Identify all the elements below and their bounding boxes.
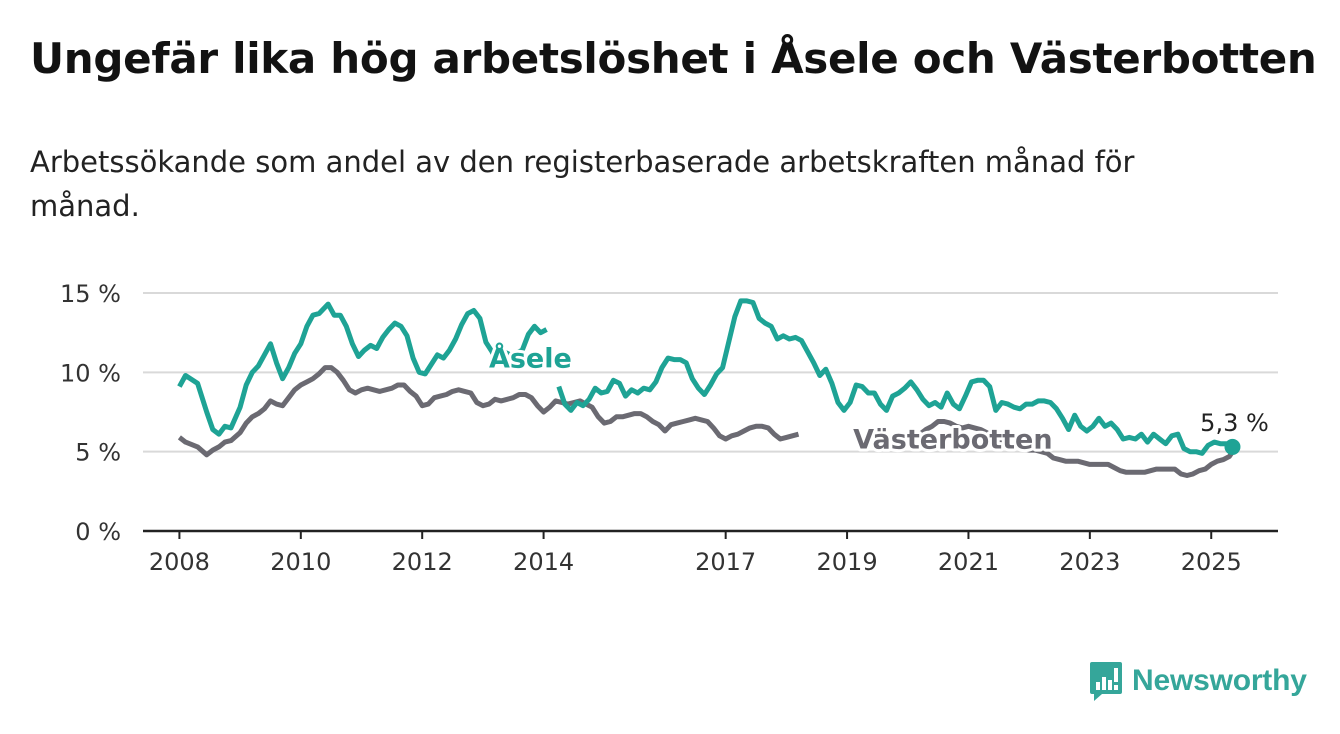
x-tick-label: 2012 <box>392 548 453 576</box>
series-label: Åsele <box>489 343 572 375</box>
x-tick-label: 2010 <box>270 548 331 576</box>
series-line-vasterbotten <box>177 365 1235 478</box>
series-label: Västerbotten <box>853 424 1052 455</box>
series-line-asele <box>177 298 1234 456</box>
line-chart: 0 % 5 % 10 % 15 % 2008 2010 2012 2014 2017 2019 20… <box>60 280 1278 576</box>
x-tick-label: 2019 <box>817 548 878 576</box>
x-tick-label: 2017 <box>695 548 756 576</box>
newsworthy-logo-icon <box>1090 662 1122 701</box>
chart-subtitle: Arbetssökande som andel av den registerb… <box>30 145 1135 223</box>
end-value-label: 5,3 % <box>1200 409 1269 437</box>
y-tick-label: 10 % <box>60 359 121 387</box>
y-tick-label: 0 % <box>75 518 121 546</box>
x-tick-label: 2023 <box>1059 548 1120 576</box>
chart-title: Ungefär lika hög arbetslöshet i Åsele oc… <box>30 34 1317 83</box>
end-point-marker <box>1224 438 1241 455</box>
y-tick-label: 15 % <box>60 280 121 308</box>
x-tick-label: 2008 <box>149 548 210 576</box>
newsworthy-logo: Newsworthy <box>1088 660 1307 702</box>
x-tick-label: 2014 <box>513 548 574 576</box>
brand-name: Newsworthy <box>1132 664 1307 697</box>
x-tick-label: 2025 <box>1181 548 1242 576</box>
x-tick-label: 2021 <box>938 548 999 576</box>
y-tick-label: 5 % <box>75 439 121 467</box>
